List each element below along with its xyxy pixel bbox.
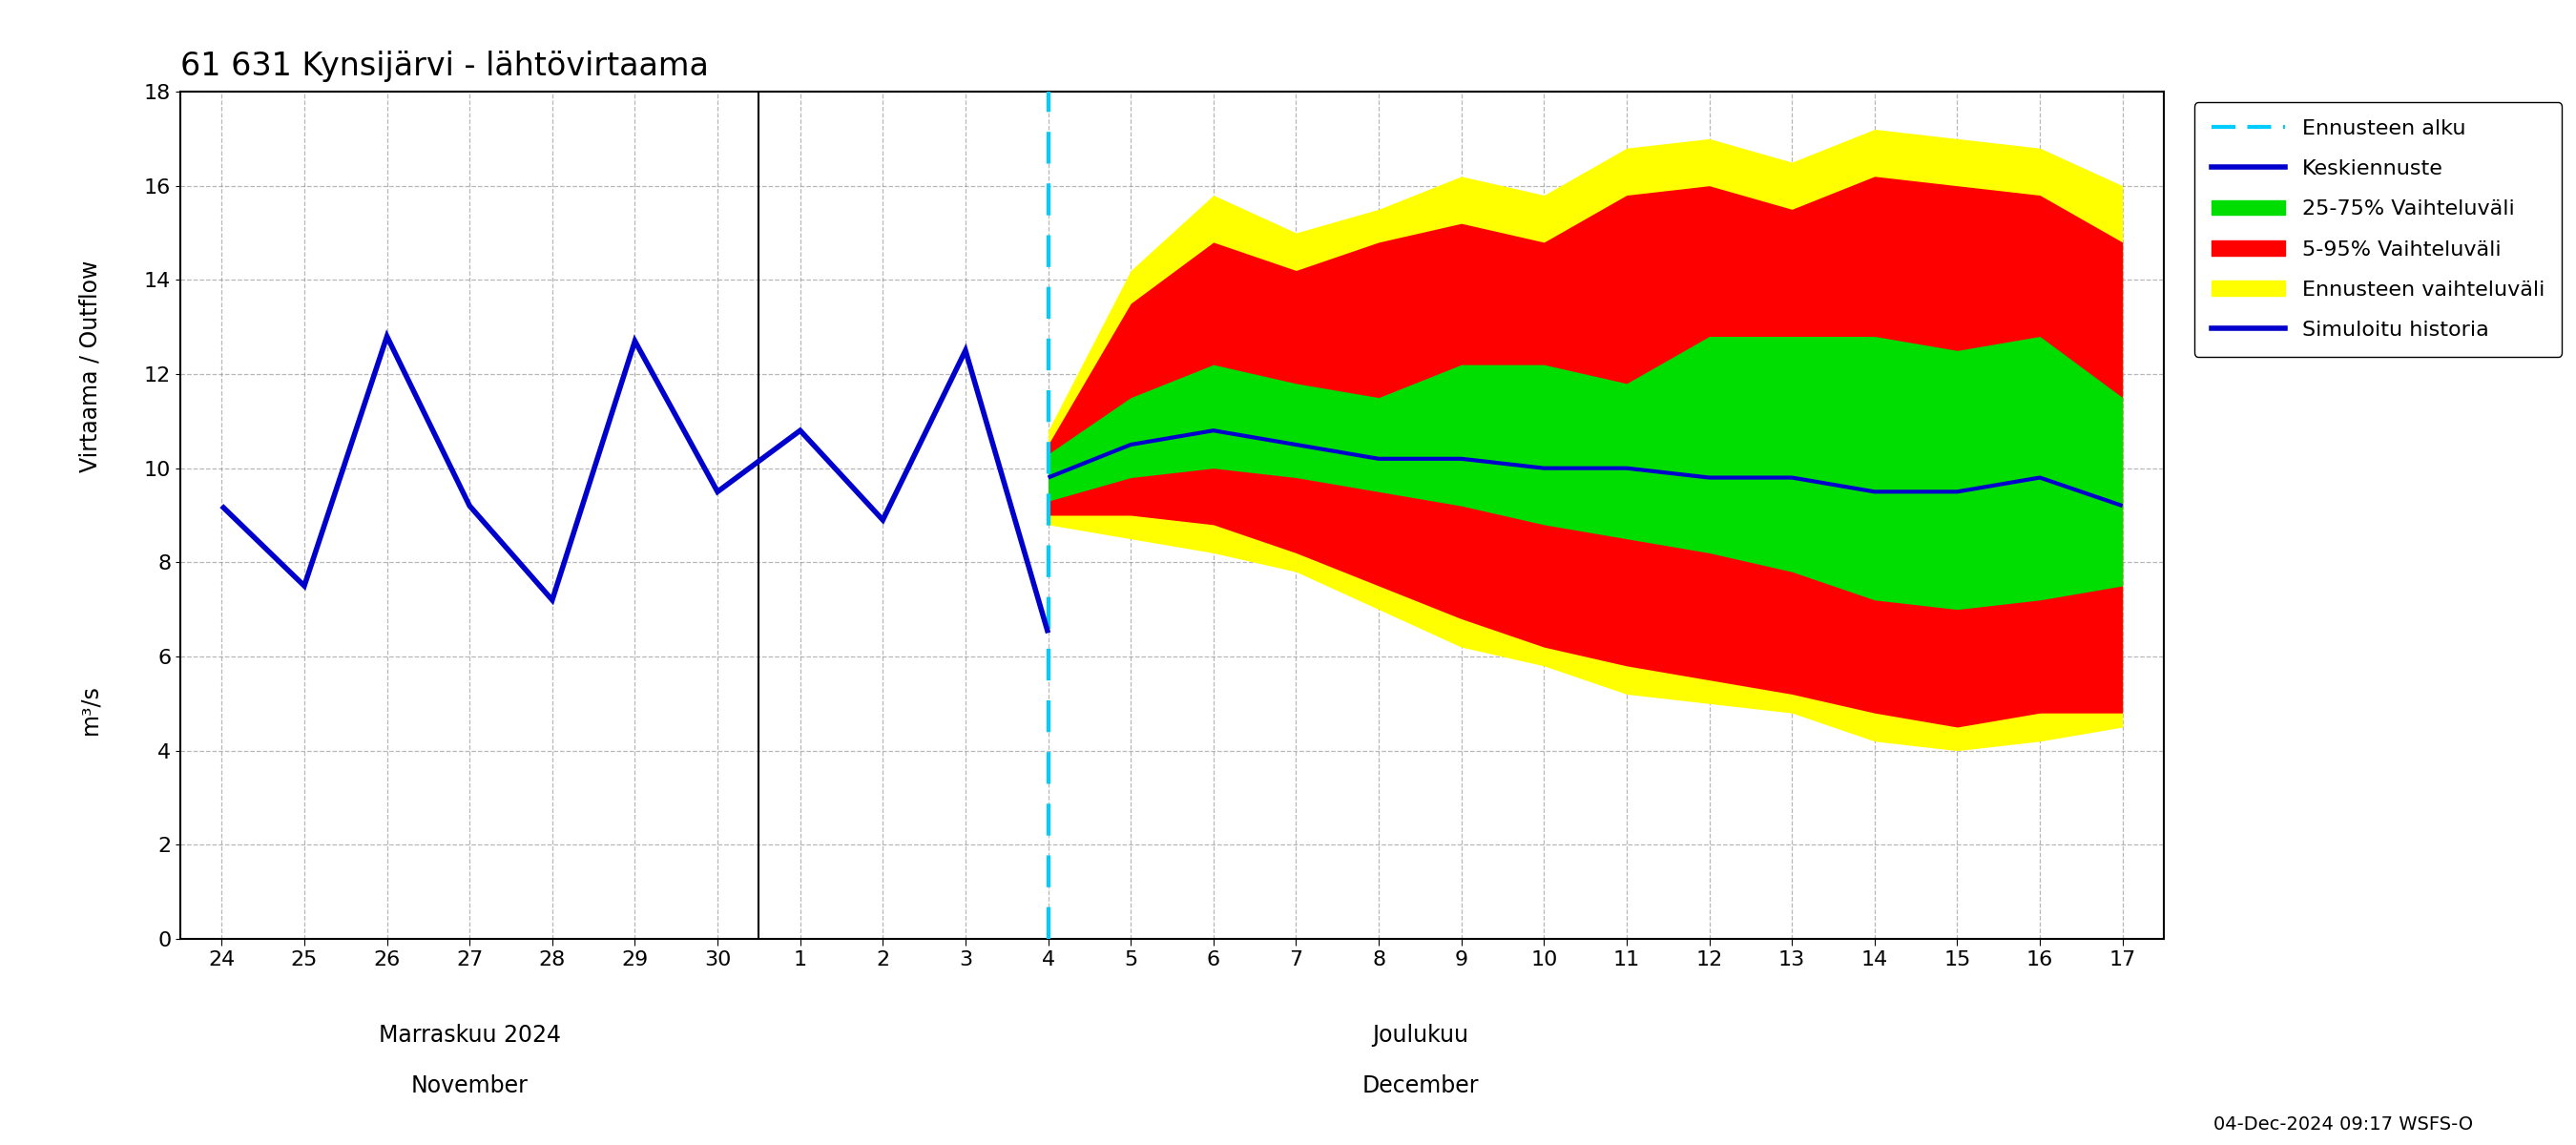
Text: December: December [1363,1074,1479,1097]
Text: Virtaama / Outflow: Virtaama / Outflow [80,260,100,473]
Text: Joulukuu: Joulukuu [1373,1024,1468,1047]
Legend: Ennusteen alku, Keskiennuste, 25-75% Vaihteluväli, 5-95% Vaihteluväli, Ennusteen: Ennusteen alku, Keskiennuste, 25-75% Vai… [2195,102,2563,356]
Text: Marraskuu 2024: Marraskuu 2024 [379,1024,562,1047]
Text: m³/s: m³/s [80,685,100,735]
Text: 61 631 Kynsijärvi - lähtövirtaama: 61 631 Kynsijärvi - lähtövirtaama [180,50,708,82]
Text: November: November [412,1074,528,1097]
Text: 04-Dec-2024 09:17 WSFS-O: 04-Dec-2024 09:17 WSFS-O [2213,1115,2473,1134]
